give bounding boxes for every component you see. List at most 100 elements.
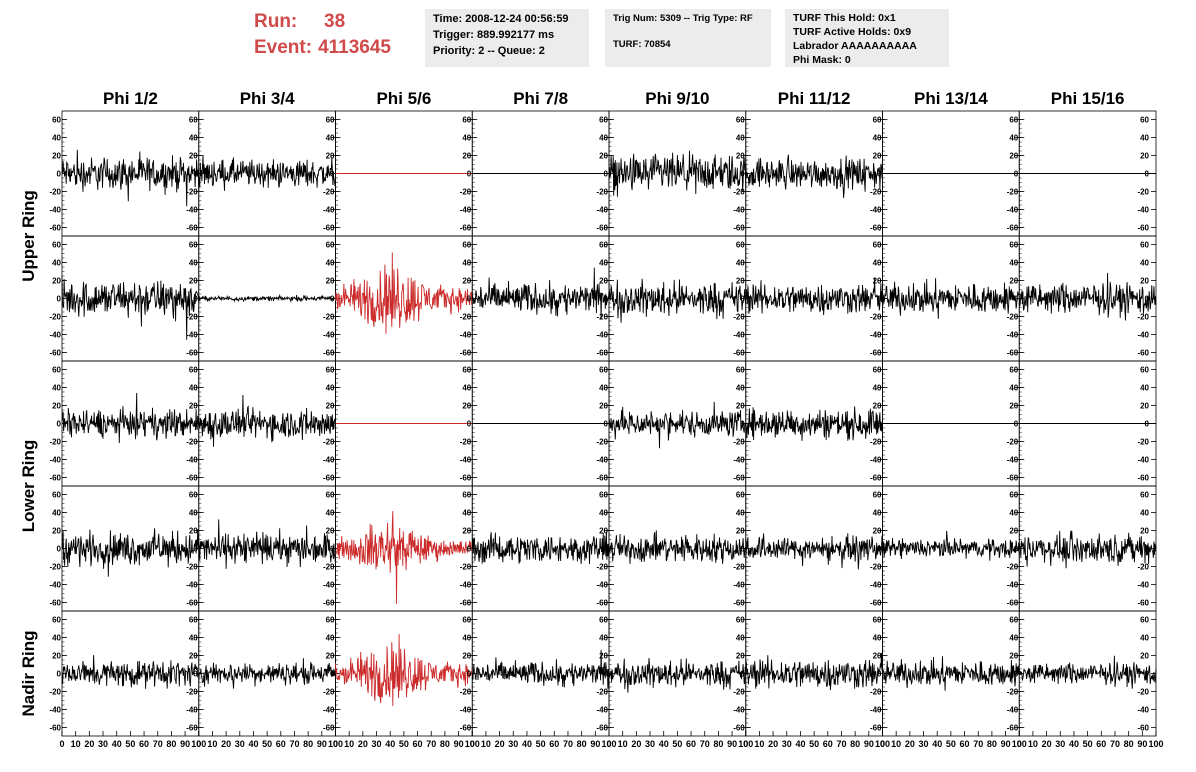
ytick-label: -20 xyxy=(870,688,882,697)
ytick-label: -60 xyxy=(1007,224,1019,233)
waveform-trace xyxy=(335,252,473,334)
ytick-label: -40 xyxy=(323,206,335,215)
ytick-label: -40 xyxy=(733,206,745,215)
ytick-label: -40 xyxy=(1137,581,1149,590)
ytick-label: -40 xyxy=(49,581,61,590)
waveform-trace xyxy=(745,406,883,441)
xtick-label: 90 xyxy=(180,739,190,749)
ytick-label: -40 xyxy=(49,331,61,340)
ytick-label: 60 xyxy=(1009,116,1018,125)
xtick-label: 90 xyxy=(317,739,327,749)
column-header: Phi 7/8 xyxy=(513,89,568,108)
ytick-label: 40 xyxy=(736,384,745,393)
ytick-label: 40 xyxy=(599,509,608,518)
ytick-label: 0 xyxy=(467,670,472,679)
xtick-label: 40 xyxy=(385,739,395,749)
xtick-label: 30 xyxy=(235,739,245,749)
ytick-label: 40 xyxy=(326,634,335,643)
xtick-label: 30 xyxy=(645,739,655,749)
ytick-label: -40 xyxy=(596,331,608,340)
xtick-label: 90 xyxy=(1137,739,1147,749)
ytick-label: 20 xyxy=(189,527,198,536)
ytick-label: 20 xyxy=(52,527,61,536)
ytick-label: 60 xyxy=(599,491,608,500)
waveform-trace xyxy=(1018,530,1157,569)
xtick-label: 10 xyxy=(1028,739,1038,749)
column-header: Phi 11/12 xyxy=(778,89,851,108)
xtick-label: 20 xyxy=(221,739,231,749)
ytick-label: 40 xyxy=(873,509,882,518)
ytick-label: 40 xyxy=(462,384,471,393)
xtick-label: 10 xyxy=(754,739,764,749)
waveform-trace xyxy=(745,154,883,199)
time-info-box: Time: 2008-12-24 00:56:59 Trigger: 889.9… xyxy=(425,9,589,67)
xtick-label: 60 xyxy=(549,739,559,749)
ytick-label: -40 xyxy=(596,581,608,590)
ytick-label: 0 xyxy=(330,295,335,304)
ytick-label: 0 xyxy=(740,295,745,304)
run-event-block: Run: 38 Event: 4113645 xyxy=(254,9,391,61)
waveform-trace xyxy=(882,656,1020,691)
ytick-label: -40 xyxy=(323,456,335,465)
ytick-label: -60 xyxy=(870,474,882,483)
ytick-label: -60 xyxy=(49,224,61,233)
ytick-label: -60 xyxy=(870,224,882,233)
xtick-label: 30 xyxy=(919,739,929,749)
ytick-label: -40 xyxy=(323,581,335,590)
ytick-label: 60 xyxy=(736,241,745,250)
ytick-label: 60 xyxy=(1009,491,1018,500)
ytick-label: -60 xyxy=(733,349,745,358)
ytick-label: 40 xyxy=(326,134,335,143)
xtick-label: 20 xyxy=(358,739,368,749)
ytick-label: 0 xyxy=(1145,420,1150,429)
ytick-label: 40 xyxy=(52,384,61,393)
ytick-label: 20 xyxy=(1140,402,1149,411)
ytick-label: 20 xyxy=(873,402,882,411)
ytick-label: -60 xyxy=(596,224,608,233)
ytick-label: 20 xyxy=(736,152,745,161)
xtick-label: 90 xyxy=(590,739,600,749)
xtick-label: 10 xyxy=(71,739,81,749)
ytick-label: 20 xyxy=(462,652,471,661)
xtick-label: 0 xyxy=(606,739,611,749)
ytick-label: 60 xyxy=(599,116,608,125)
ytick-label: -20 xyxy=(596,438,608,447)
ytick-label: 20 xyxy=(873,277,882,286)
ytick-label: 20 xyxy=(462,152,471,161)
xtick-label: 30 xyxy=(508,739,518,749)
ytick-label: 40 xyxy=(873,259,882,268)
ytick-label: -20 xyxy=(733,563,745,572)
ytick-label: -60 xyxy=(1137,599,1149,608)
run-value: 38 xyxy=(324,11,346,32)
ytick-label: -40 xyxy=(1137,456,1149,465)
ytick-label: 20 xyxy=(189,277,198,286)
xtick-label: 60 xyxy=(1096,739,1106,749)
ytick-label: 20 xyxy=(1140,152,1149,161)
ytick-label: 60 xyxy=(873,116,882,125)
ytick-label: -60 xyxy=(323,224,335,233)
ytick-label: 20 xyxy=(599,652,608,661)
ytick-label: 0 xyxy=(877,420,882,429)
waveform-trace xyxy=(745,533,883,570)
xtick-label: 20 xyxy=(84,739,94,749)
waveform-trace xyxy=(608,150,747,197)
xtick-label: 60 xyxy=(823,739,833,749)
ytick-label: -20 xyxy=(596,313,608,322)
ytick-label: 20 xyxy=(1009,277,1018,286)
turf-text: TURF: 70854 xyxy=(613,39,671,50)
ytick-label: 60 xyxy=(462,491,471,500)
ytick-label: 60 xyxy=(52,366,61,375)
ytick-label: 0 xyxy=(330,545,335,554)
xtick-label: 50 xyxy=(399,739,409,749)
xtick-label: 90 xyxy=(454,739,464,749)
ytick-label: 60 xyxy=(1140,491,1149,500)
ytick-label: 60 xyxy=(599,366,608,375)
ytick-label: 60 xyxy=(599,616,608,625)
ytick-label: 60 xyxy=(52,241,61,250)
ytick-label: -60 xyxy=(323,349,335,358)
ytick-label: -20 xyxy=(1007,438,1019,447)
xtick-label: 60 xyxy=(139,739,149,749)
ytick-label: 20 xyxy=(189,652,198,661)
ytick-label: -40 xyxy=(870,706,882,715)
waveform-trace xyxy=(745,652,883,691)
